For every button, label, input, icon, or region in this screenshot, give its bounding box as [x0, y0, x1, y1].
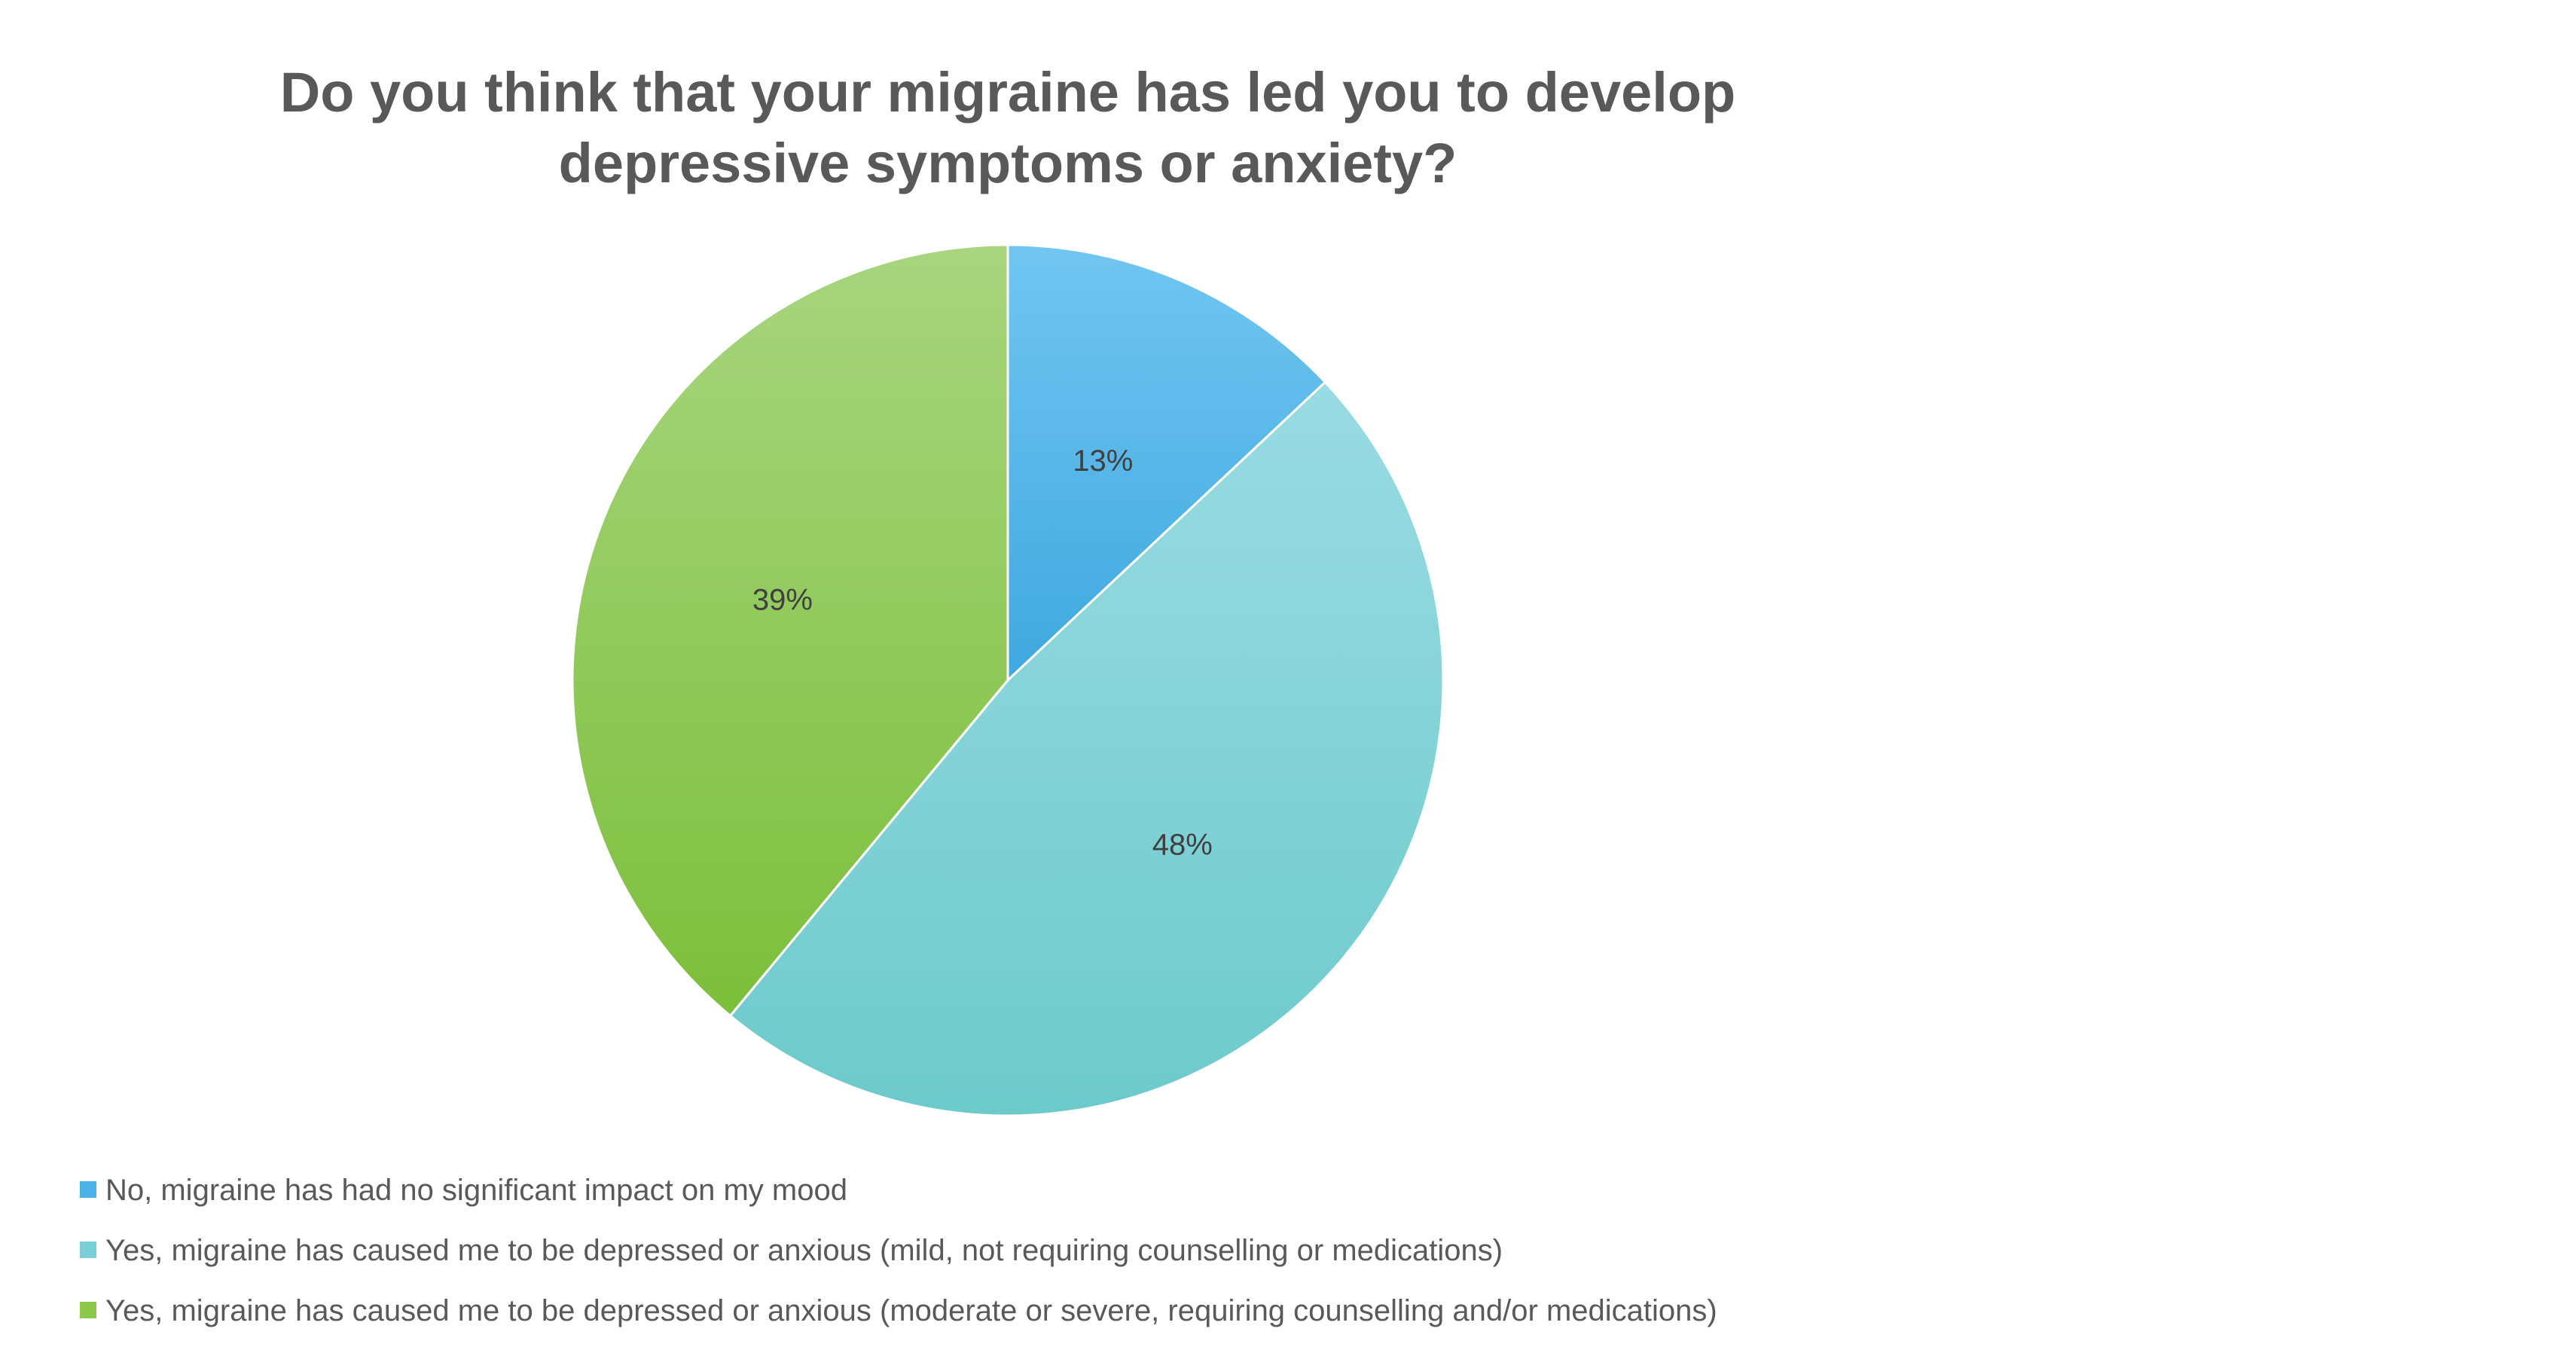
pie-slice-no-impact	[1006, 243, 1327, 683]
chart-title-line-1: Do you think that your migraine has led …	[280, 61, 1735, 124]
data-label-moderate-severe: 39%	[752, 583, 813, 616]
legend-label-moderate-severe: Yes, migraine has caused me to be depres…	[105, 1294, 1717, 1327]
legend-swatch-no-impact	[80, 1181, 96, 1198]
legend: No, migraine has had no significant impa…	[80, 1174, 1717, 1327]
data-label-mild: 48%	[1152, 829, 1213, 862]
pie-slice-mild	[728, 380, 1445, 1117]
data-label-no-impact: 13%	[1073, 444, 1133, 478]
legend-swatch-mild	[80, 1241, 96, 1258]
pie-data-labels: 13% 48% 39%	[752, 444, 1213, 861]
pie-slice-moderate-severe	[571, 243, 1009, 1018]
legend-label-mild: Yes, migraine has caused me to be depres…	[105, 1234, 1503, 1267]
pie-slices	[571, 243, 1445, 1117]
legend-label-no-impact: No, migraine has had no significant impa…	[105, 1174, 847, 1207]
chart-title-line-2: depressive symptoms or anxiety?	[559, 132, 1457, 194]
legend-swatch-moderate-severe	[80, 1302, 96, 1318]
